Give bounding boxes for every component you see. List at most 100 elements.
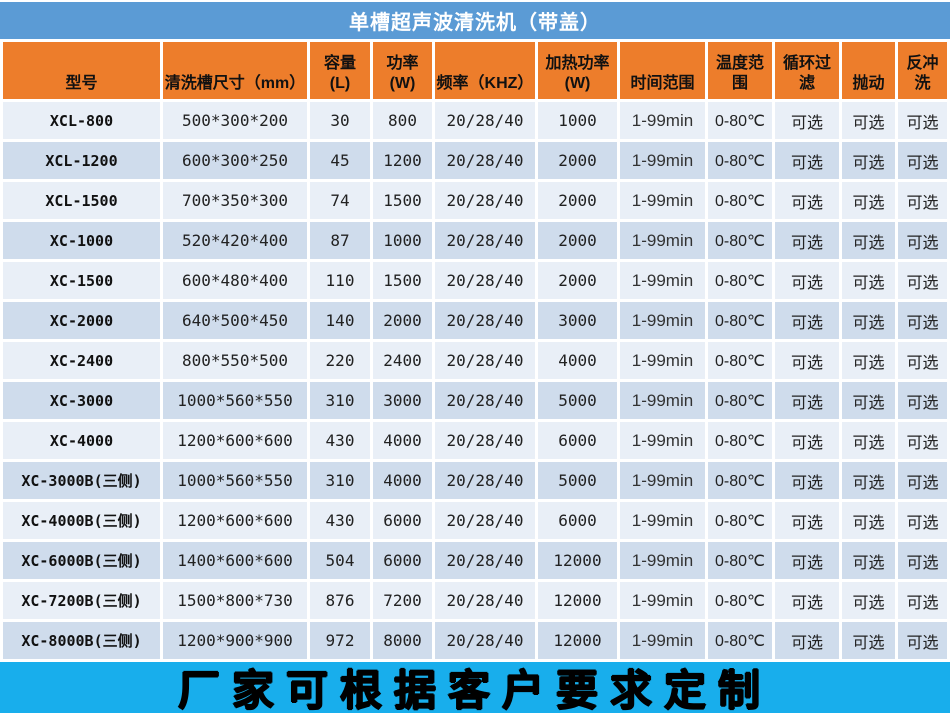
cell-model: XCL-800 [3, 102, 160, 139]
cell-frequency: 20/28/40 [435, 342, 535, 379]
cell-tank-size: 1200*600*600 [163, 502, 307, 539]
cell-capacity: 504 [310, 542, 370, 579]
table-row: XC-2000 640*500*450 140 2000 20/28/40 3000 1-9… [3, 302, 947, 339]
cell-frequency: 20/28/40 [435, 182, 535, 219]
cell-model: XC-1500 [3, 262, 160, 299]
table-row: XC-4000B(三侧) 1200*600*600 430 6000 20/28/40 6… [3, 502, 947, 539]
col-header-filter: 循环过 滤 [775, 42, 839, 99]
cell-time-range: 1-99min [620, 302, 705, 339]
cell-backwash: 可选 [898, 342, 947, 379]
cell-backwash: 可选 [898, 262, 947, 299]
cell-agitation: 可选 [842, 262, 895, 299]
cell-backwash: 可选 [898, 582, 947, 619]
cell-time-range: 1-99min [620, 182, 705, 219]
cell-temp-range: 0-80℃ [708, 102, 772, 139]
cell-filter: 可选 [775, 142, 839, 179]
cell-frequency: 20/28/40 [435, 382, 535, 419]
cell-heating-power: 2000 [538, 182, 617, 219]
cell-capacity: 110 [310, 262, 370, 299]
cell-tank-size: 1200*600*600 [163, 422, 307, 459]
cell-filter: 可选 [775, 102, 839, 139]
cell-time-range: 1-99min [620, 542, 705, 579]
cell-power: 1500 [373, 262, 432, 299]
cell-filter: 可选 [775, 502, 839, 539]
table-row: XC-4000 1200*600*600 430 4000 20/28/40 6000 1-… [3, 422, 947, 459]
cell-temp-range: 0-80℃ [708, 622, 772, 659]
cell-model: XC-3000 [3, 382, 160, 419]
cell-power: 3000 [373, 382, 432, 419]
cell-backwash: 可选 [898, 622, 947, 659]
cell-heating-power: 1000 [538, 102, 617, 139]
cell-power: 4000 [373, 422, 432, 459]
col-header-tank-size: 清洗槽尺寸（mm） [163, 42, 307, 99]
table-body: XCL-800 500*300*200 30 800 20/28/40 1000 1-99m… [3, 102, 947, 659]
cell-time-range: 1-99min [620, 262, 705, 299]
cell-time-range: 1-99min [620, 422, 705, 459]
cell-tank-size: 600*300*250 [163, 142, 307, 179]
col-header-model: 型号 [3, 42, 160, 99]
cell-capacity: 87 [310, 222, 370, 259]
spec-table: 型号 清洗槽尺寸（mm） 容量 (L) 功率 (W) 频率（KHZ） 加热功率 … [0, 39, 950, 662]
cell-backwash: 可选 [898, 142, 947, 179]
cell-backwash: 可选 [898, 542, 947, 579]
cell-temp-range: 0-80℃ [708, 262, 772, 299]
cell-model: XC-2400 [3, 342, 160, 379]
cell-capacity: 74 [310, 182, 370, 219]
cell-temp-range: 0-80℃ [708, 542, 772, 579]
cell-filter: 可选 [775, 222, 839, 259]
cell-temp-range: 0-80℃ [708, 462, 772, 499]
table-row: XCL-800 500*300*200 30 800 20/28/40 1000 1-99m… [3, 102, 947, 139]
cell-agitation: 可选 [842, 102, 895, 139]
cell-filter: 可选 [775, 422, 839, 459]
cell-temp-range: 0-80℃ [708, 302, 772, 339]
cell-agitation: 可选 [842, 302, 895, 339]
cell-agitation: 可选 [842, 542, 895, 579]
cell-heating-power: 5000 [538, 462, 617, 499]
cell-heating-power: 3000 [538, 302, 617, 339]
cell-heating-power: 6000 [538, 422, 617, 459]
cell-tank-size: 1000*560*550 [163, 462, 307, 499]
table-row: XCL-1200 600*300*250 45 1200 20/28/40 2000 1-9… [3, 142, 947, 179]
cell-filter: 可选 [775, 542, 839, 579]
col-header-power: 功率 (W) [373, 42, 432, 99]
cell-filter: 可选 [775, 622, 839, 659]
cell-temp-range: 0-80℃ [708, 422, 772, 459]
cell-backwash: 可选 [898, 502, 947, 539]
cell-frequency: 20/28/40 [435, 582, 535, 619]
cell-filter: 可选 [775, 262, 839, 299]
cell-tank-size: 600*480*400 [163, 262, 307, 299]
cell-filter: 可选 [775, 182, 839, 219]
cell-tank-size: 800*550*500 [163, 342, 307, 379]
cell-heating-power: 4000 [538, 342, 617, 379]
cell-time-range: 1-99min [620, 382, 705, 419]
cell-power: 800 [373, 102, 432, 139]
cell-frequency: 20/28/40 [435, 542, 535, 579]
cell-frequency: 20/28/40 [435, 142, 535, 179]
cell-model: XC-4000B(三侧) [3, 502, 160, 539]
cell-capacity: 220 [310, 342, 370, 379]
cell-model: XC-8000B(三侧) [3, 622, 160, 659]
header-row: 型号 清洗槽尺寸（mm） 容量 (L) 功率 (W) 频率（KHZ） 加热功率 … [3, 42, 947, 99]
table-row: XC-3000B(三侧) 1000*560*550 310 4000 20/28/40 5… [3, 462, 947, 499]
cell-capacity: 45 [310, 142, 370, 179]
table-row: XC-1500 600*480*400 110 1500 20/28/40 2000 1-9… [3, 262, 947, 299]
cell-temp-range: 0-80℃ [708, 342, 772, 379]
cell-temp-range: 0-80℃ [708, 182, 772, 219]
cell-model: XC-1000 [3, 222, 160, 259]
cell-backwash: 可选 [898, 382, 947, 419]
table-row: XC-8000B(三侧) 1200*900*900 972 8000 20/28/40 1… [3, 622, 947, 659]
cell-agitation: 可选 [842, 142, 895, 179]
cell-power: 2400 [373, 342, 432, 379]
cell-model: XC-3000B(三侧) [3, 462, 160, 499]
cell-heating-power: 5000 [538, 382, 617, 419]
cell-temp-range: 0-80℃ [708, 382, 772, 419]
cell-agitation: 可选 [842, 502, 895, 539]
cell-heating-power: 12000 [538, 582, 617, 619]
cell-heating-power: 12000 [538, 542, 617, 579]
title-bar: 单槽超声波清洗机（带盖） [0, 2, 950, 39]
cell-temp-range: 0-80℃ [708, 502, 772, 539]
table-row: XC-2400 800*550*500 220 2400 20/28/40 4000 1-9… [3, 342, 947, 379]
cell-tank-size: 1000*560*550 [163, 382, 307, 419]
table-row: XC-7200B(三侧) 1500*800*730 876 7200 20/28/40 1… [3, 582, 947, 619]
cell-capacity: 972 [310, 622, 370, 659]
